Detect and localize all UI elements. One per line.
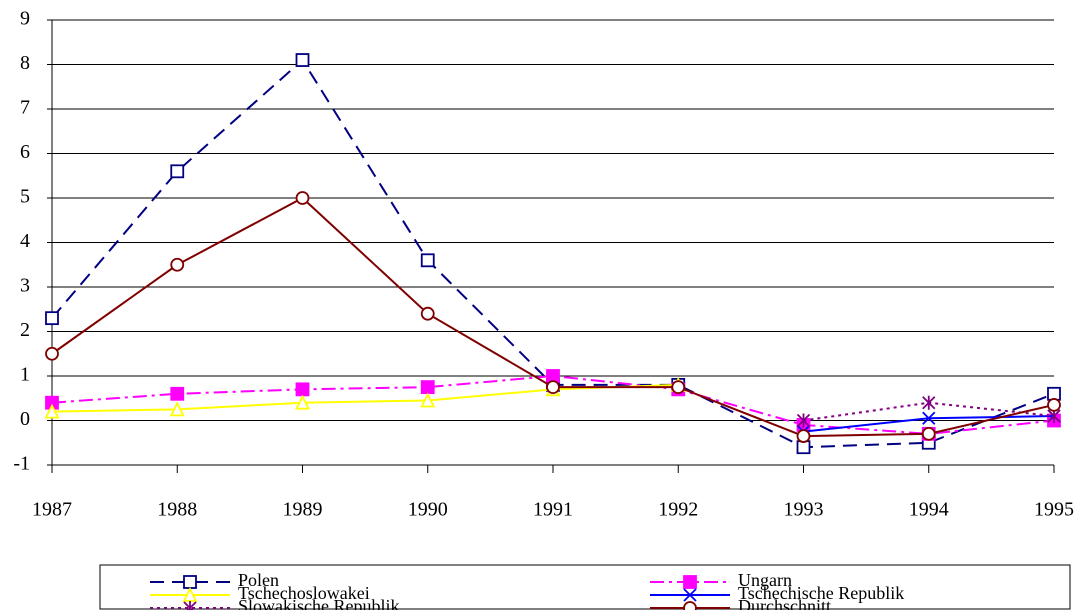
y-tick-label: 1 (20, 364, 30, 386)
y-tick-label: 8 (20, 52, 30, 74)
y-tick-label: -1 (13, 453, 30, 475)
marker (420, 306, 435, 321)
x-tick-label: 1989 (283, 499, 323, 521)
y-tick-label: 3 (20, 275, 30, 297)
marker (1047, 386, 1061, 401)
legend-label: Ungarn (738, 570, 792, 590)
marker (671, 380, 686, 395)
legend-box (99, 564, 1071, 610)
marker (295, 394, 310, 410)
marker (922, 411, 936, 425)
y-tick-label: 0 (20, 408, 30, 430)
x-tick-label: 1994 (909, 499, 949, 521)
marker (170, 257, 185, 272)
legend-label: Polen (238, 570, 279, 590)
marker (683, 575, 697, 589)
x-tick-label: 1990 (408, 499, 448, 521)
legend-label: Tschechische Republik (738, 583, 904, 603)
legend-label: Tschechoslowakei (238, 583, 370, 603)
marker (295, 191, 310, 205)
marker (45, 346, 59, 361)
marker (295, 382, 310, 397)
marker (170, 164, 185, 179)
marker (420, 253, 435, 268)
marker (921, 426, 936, 441)
x-tick-label: 1993 (784, 499, 824, 521)
marker (683, 588, 697, 602)
y-tick-label: 6 (20, 141, 30, 163)
marker (420, 380, 435, 395)
series-line (51, 383, 679, 413)
marker (546, 369, 560, 383)
x-tick-label: 1995 (1034, 499, 1074, 521)
x-tick-label: 1991 (533, 499, 573, 521)
marker (546, 380, 560, 395)
x-tick-label: 1987 (32, 499, 72, 521)
y-tick-label: 5 (20, 186, 30, 208)
marker (183, 601, 197, 610)
series-line (51, 374, 1055, 435)
marker (1047, 398, 1061, 412)
marker (796, 429, 811, 443)
legend-label: Durchschnitt (738, 596, 831, 610)
marker (796, 440, 811, 455)
marker (45, 311, 59, 326)
marker (169, 401, 185, 417)
marker (922, 395, 936, 410)
y-tick-label: 7 (20, 97, 30, 119)
x-tick-label: 1992 (658, 499, 698, 521)
marker (170, 386, 185, 401)
x-tick-label: 1988 (157, 499, 197, 521)
marker (44, 403, 60, 419)
marker (183, 575, 197, 589)
series-line (51, 196, 1055, 438)
y-tick-label: 2 (20, 319, 30, 341)
marker (683, 601, 697, 610)
y-tick-label: 9 (20, 8, 30, 30)
y-tick-label: 4 (20, 230, 30, 252)
legend: Polen Ungarn Tschechoslowakei Tschechische … (99, 564, 1071, 610)
marker (295, 53, 310, 67)
legend-label: Slowakische Republik (238, 596, 399, 610)
marker (420, 392, 436, 408)
marker (796, 413, 811, 428)
